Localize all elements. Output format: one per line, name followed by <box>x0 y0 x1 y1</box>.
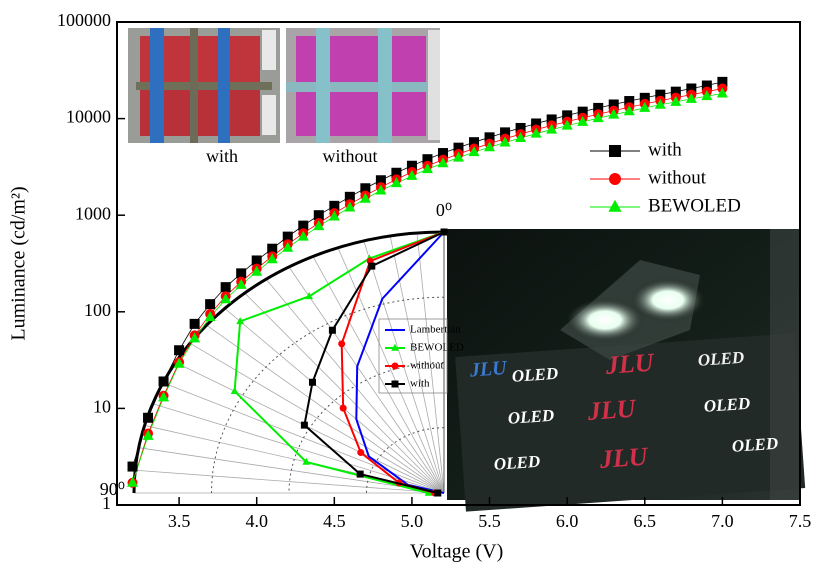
data-point <box>128 462 138 472</box>
polar-point <box>338 340 345 347</box>
polar-point <box>441 229 448 236</box>
polar-inset: 0⁰90⁰LambertianBEWOLEDwithoutwith <box>100 200 464 499</box>
data-point <box>174 345 184 355</box>
polar-legend-label: with <box>410 378 430 390</box>
polar-point <box>368 263 375 270</box>
data-point <box>190 319 200 329</box>
y-tick-label: 1 <box>102 493 111 513</box>
x-tick-label: 6.0 <box>556 511 579 531</box>
polar-point <box>357 471 364 478</box>
x-tick-label: 7.5 <box>789 511 812 531</box>
polar-legend-label: BEWOLED <box>410 342 464 354</box>
photo-text: JLU <box>586 394 638 426</box>
polar-legend-label: Lambertian <box>410 324 461 336</box>
y-axis-label: Luminance (cd/m²) <box>8 186 30 340</box>
data-point <box>221 282 231 292</box>
photo-without <box>286 28 440 143</box>
x-tick-label: 3.5 <box>168 511 191 531</box>
polar-legend-label: without <box>410 360 444 372</box>
x-axis-label: Voltage (V) <box>410 541 504 563</box>
legend-marker <box>609 145 621 157</box>
data-point <box>143 413 153 423</box>
polar-point <box>357 449 364 456</box>
data-point <box>159 376 169 386</box>
y-tick-label: 10 <box>93 397 111 417</box>
photo-text: OLED <box>511 364 558 386</box>
polar-legend-marker <box>392 381 399 388</box>
y-tick-label: 10000 <box>66 107 111 127</box>
legend-label: without <box>648 167 707 188</box>
x-tick-label: 5.0 <box>401 511 424 531</box>
figure: JLUOLEDJLUOLEDOLEDJLUOLEDOLEDJLUOLED 0⁰9… <box>0 0 816 567</box>
polar-point <box>434 490 441 497</box>
annotation: without <box>322 146 377 166</box>
y-tick-label: 100000 <box>57 10 111 30</box>
annotation: with <box>206 146 238 166</box>
polar-point <box>301 422 308 429</box>
x-tick-label: 4.0 <box>245 511 268 531</box>
photo-text: JLU <box>598 442 650 474</box>
legend-label: BEWOLED <box>648 195 741 216</box>
legend-marker <box>609 173 621 185</box>
data-point <box>205 299 215 309</box>
polar-angle-label: 0⁰ <box>436 200 452 220</box>
x-tick-label: 7.0 <box>711 511 734 531</box>
polar-legend-marker <box>392 363 399 370</box>
photo-text: OLED <box>703 394 750 416</box>
photo-text: OLED <box>493 452 540 474</box>
y-tick-label: 1000 <box>75 203 111 223</box>
photo-text: OLED <box>697 348 744 370</box>
photo-text: OLED <box>507 406 554 428</box>
photo-text: JLU <box>468 357 509 382</box>
photo-oled: JLUOLEDJLUOLEDOLEDJLUOLEDOLEDJLUOLED <box>447 229 805 512</box>
polar-point <box>309 379 316 386</box>
y-tick-label: 100 <box>84 300 111 320</box>
photo-text: OLED <box>731 434 778 456</box>
x-tick-label: 6.5 <box>634 511 657 531</box>
x-tick-label: 5.5 <box>478 511 501 531</box>
polar-point <box>340 405 347 412</box>
photo-with <box>128 28 280 143</box>
legend-label: with <box>648 139 682 160</box>
polar-point <box>329 327 336 334</box>
legend-marker <box>608 200 621 212</box>
photo-text: JLU <box>604 348 656 380</box>
x-tick-label: 4.5 <box>323 511 346 531</box>
